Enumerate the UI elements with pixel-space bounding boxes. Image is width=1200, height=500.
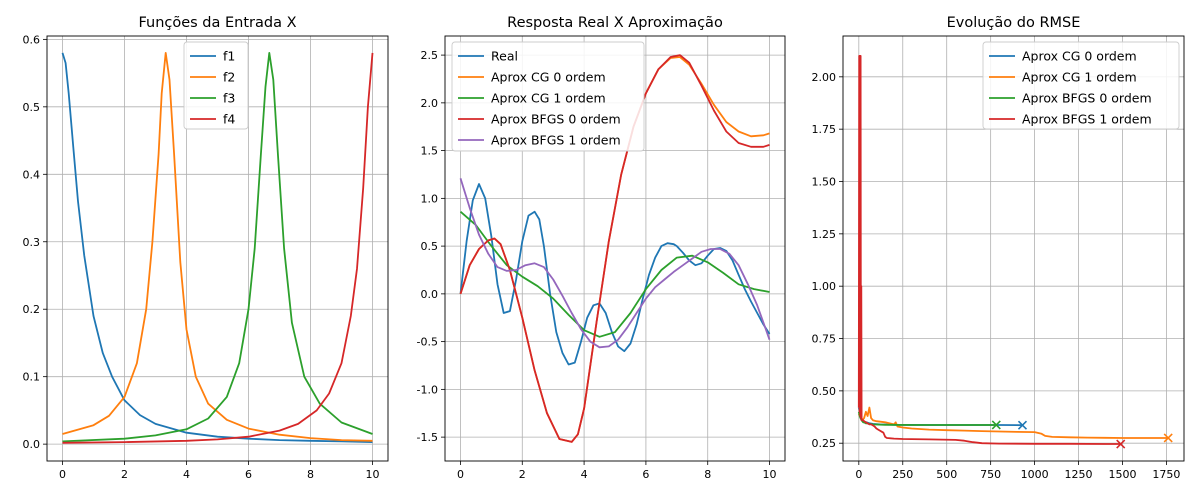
y-tick-label: 0.4: [23, 168, 41, 181]
series-line-3: [857, 411, 997, 426]
x-tick-label: 1000: [1021, 468, 1049, 481]
x-tick-label: 2: [121, 468, 128, 481]
x-tick-label: 10: [366, 468, 380, 481]
y-tick-label: -1.5: [417, 431, 438, 444]
x-tick-label: 8: [307, 468, 314, 481]
legend-label: Aprox BFGS 0 ordem: [1022, 91, 1152, 106]
series-line-5: [459, 178, 771, 349]
subplot-title: Resposta Real X Aproximação: [507, 15, 723, 31]
x-tick-label: 0: [855, 468, 862, 481]
series-line-3: [459, 211, 770, 338]
series-end-marker-1: [1017, 420, 1028, 430]
legend-label: Aprox BFGS 0 ordem: [491, 112, 621, 127]
x-tick-label: 1250: [1065, 468, 1093, 481]
x-tick-label: 750: [980, 468, 1001, 481]
legend-label: Aprox CG 0 ordem: [1022, 49, 1137, 64]
legend: Aprox CG 0 ordem Aprox CG 1 ordem Aprox BF…: [982, 41, 1180, 130]
y-tick-label: 0.5: [23, 101, 41, 114]
x-tick-label: 250: [892, 468, 913, 481]
series-line-2: [62, 52, 373, 442]
legend-label: f1: [223, 49, 235, 64]
subplot-title: Evolução do RMSE: [947, 15, 1081, 31]
y-tick-label: 0.5: [421, 240, 439, 253]
legend: f1 f2 f3 f4: [183, 41, 249, 130]
y-tick-label: 0.3: [23, 236, 41, 249]
legend-label: Real: [491, 49, 518, 64]
legend-label: Aprox CG 1 ordem: [491, 91, 606, 106]
y-tick-label: -1.0: [417, 383, 438, 396]
y-tick-label: 1.25: [812, 228, 837, 241]
y-tick-label: -0.5: [417, 336, 438, 349]
legend-label: Aprox BFGS 1 ordem: [491, 133, 621, 148]
subplot-2: 0 2 4 6 8 10 -1.5 -1.0 -0.5 0.0 0.5 1.0 1.5 2.0 2.5 Res…: [417, 15, 786, 481]
series-line-4: [62, 52, 374, 444]
series-end-marker-4: [1116, 439, 1126, 449]
y-tick-label: 1.00: [812, 280, 837, 293]
y-tick-label: 1.0: [421, 192, 439, 205]
subplot-1: 0 2 4 6 8 10 0.0 0.1 0.2 0.3 0.4 0.5 0.6 Funções da E…: [23, 15, 389, 481]
axes-frame: [444, 35, 786, 462]
y-tick-label: 1.75: [812, 123, 837, 136]
x-tick-label: 4: [581, 468, 588, 481]
y-tick-label: 1.50: [812, 176, 837, 189]
y-tick-label: 1.5: [421, 145, 439, 158]
y-tick-label: 2.00: [812, 71, 837, 84]
x-tick-label: 8: [704, 468, 711, 481]
y-tick-label: 0.25: [812, 437, 837, 450]
legend-label: f4: [223, 112, 235, 127]
series-line-4: [857, 55, 1121, 445]
series-end-marker-3: [991, 420, 1001, 430]
legend-label: Aprox CG 1 ordem: [1022, 70, 1137, 85]
y-tick-label: 0.50: [812, 385, 837, 398]
y-tick-label: 0.1: [23, 371, 41, 384]
series-line-3: [62, 52, 373, 443]
legend: Real Aprox CG 0 ordem Aprox CG 1 ordem Apro…: [451, 41, 645, 152]
y-tick-label: 2.0: [421, 97, 439, 110]
legend-label: f3: [223, 91, 235, 106]
x-tick-label: 500: [936, 468, 957, 481]
axes-frame: [842, 35, 1185, 462]
y-tick-label: 0.0: [23, 438, 41, 451]
x-tick-label: 1500: [1108, 468, 1136, 481]
x-tick-label: 0: [457, 468, 464, 481]
y-tick-label: 0.0: [421, 288, 439, 301]
subplot-3: 0 250 500 750 1000 1250 1500 1750 0.25 0.50 0.75 1.…: [812, 15, 1185, 481]
legend-label: f2: [223, 70, 235, 85]
x-tick-label: 2: [519, 468, 526, 481]
subplot-title: Funções da Entrada X: [138, 15, 296, 31]
y-tick-label: 2.5: [421, 49, 439, 62]
series-line-2: [857, 406, 1169, 439]
series-end-marker-2: [1163, 433, 1173, 443]
y-tick-label: 0.75: [812, 333, 837, 346]
x-tick-label: 0: [59, 468, 66, 481]
legend-label: Aprox BFGS 1 ordem: [1022, 112, 1152, 127]
y-tick-label: 0.2: [23, 303, 41, 316]
series-line-4: [459, 54, 770, 443]
y-tick-label: 0.6: [23, 33, 41, 46]
x-tick-label: 4: [183, 468, 190, 481]
axes-frame: [46, 35, 389, 462]
legend-label: Aprox CG 0 ordem: [491, 70, 606, 85]
x-tick-label: 10: [763, 468, 777, 481]
series-line-1: [61, 52, 373, 443]
x-tick-label: 1750: [1152, 468, 1180, 481]
x-tick-label: 6: [642, 468, 649, 481]
x-tick-label: 6: [245, 468, 252, 481]
